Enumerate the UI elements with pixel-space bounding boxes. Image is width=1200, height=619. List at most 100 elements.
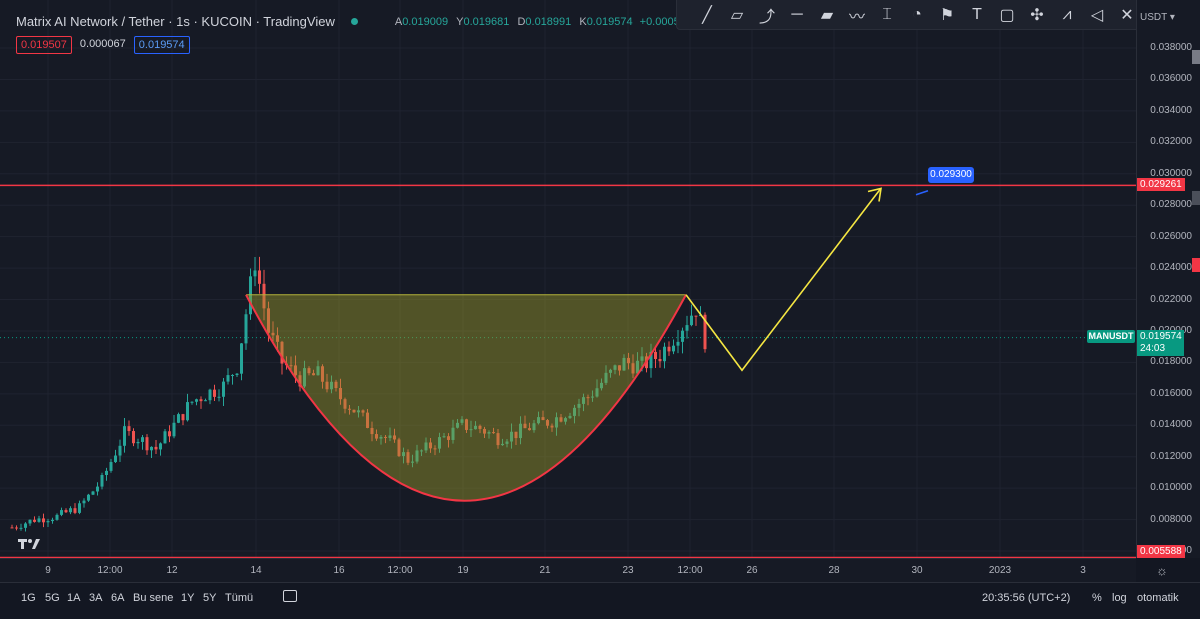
candle-body (132, 431, 135, 444)
timeframe-button[interactable]: 6A (111, 592, 125, 604)
time-tick-label: 23 (622, 565, 634, 576)
time-tick-label: 12 (166, 565, 178, 576)
price-tick-label: 0.014000 (1150, 419, 1192, 431)
candle-body (51, 519, 54, 522)
timeframe-button[interactable]: Tümü (225, 592, 254, 604)
percent-toggle[interactable]: % (1092, 592, 1102, 604)
candle-body (694, 315, 698, 317)
trendline-icon[interactable]: ╱ (702, 6, 712, 24)
timeframe-button[interactable]: 1Y (181, 592, 195, 604)
candle-body (154, 446, 158, 450)
price-tick-label: 0.030000 (1150, 167, 1192, 179)
currency-selector[interactable]: USDT ▾ (1140, 12, 1175, 23)
candle-body (42, 518, 45, 523)
tradingview-logo-icon[interactable] (18, 537, 40, 554)
frame-icon[interactable]: ▢ (999, 6, 1015, 24)
candle-body (370, 427, 374, 435)
alert-marker[interactable] (1192, 258, 1200, 272)
timeframe-button[interactable]: 5G (45, 592, 60, 604)
ask-price[interactable]: 0.019574 (133, 36, 190, 54)
candle-body (231, 375, 234, 377)
target-price-label[interactable]: 0.029300 (928, 167, 974, 183)
timeframe-button[interactable]: 1G (21, 592, 36, 604)
support-price-badge: 0.005588 (1137, 545, 1185, 558)
triangle-icon[interactable]: ◁ (1090, 6, 1104, 24)
bid-price[interactable]: 0.019507 (16, 36, 72, 54)
candle-body (510, 431, 513, 442)
polyline-icon[interactable]: 〰 (848, 8, 865, 26)
rectangle-icon[interactable]: ▱ (730, 6, 744, 24)
elliott-icon[interactable]: ⩘ (1062, 5, 1072, 23)
calendar-range-icon[interactable] (283, 590, 297, 602)
pattern-icon[interactable]: ✣ (1030, 6, 1044, 24)
time-tick-label: 9 (45, 565, 51, 576)
arc-icon[interactable]: ◔ (912, 5, 922, 23)
candle-body (627, 357, 630, 364)
timeframe-button[interactable]: 5Y (203, 592, 217, 604)
timeframe-button[interactable]: 1A (67, 592, 81, 604)
candle-body (105, 470, 108, 476)
price-scale[interactable]: 0.038000 0.036000 0.034000 0.032000 0.030000… (1136, 0, 1200, 558)
candle-body (676, 341, 680, 346)
chart-pane[interactable]: Matrix AI Network / Tether · 1s · KUCOIN… (0, 0, 1156, 558)
candle-body (163, 431, 167, 444)
candle-body (415, 450, 419, 462)
candle-body (298, 375, 302, 387)
parallel-channel-icon[interactable]: ▰ (820, 6, 834, 24)
candle-body (159, 443, 162, 450)
candle-body (141, 437, 144, 442)
candle-body (303, 368, 306, 387)
log-toggle[interactable]: log (1112, 592, 1127, 604)
candle-body (568, 415, 572, 419)
price-range-icon[interactable]: ⌶ (882, 5, 892, 23)
close-value: 0.019574 (586, 15, 633, 28)
candle-body (438, 437, 441, 449)
candle-body (294, 365, 297, 376)
scroll-indicator[interactable] (1192, 50, 1200, 64)
candle-body (339, 387, 342, 400)
candle-body (703, 314, 707, 350)
low-value: 0.018991 (525, 15, 572, 28)
flag-icon[interactable]: ⚑ (939, 6, 955, 24)
candle-body (420, 450, 423, 452)
candle-body (73, 508, 77, 513)
time-tick-label: 12:00 (387, 565, 413, 576)
currency-label[interactable]: USDT (1140, 12, 1168, 23)
price-tick-label: 0.024000 (1150, 262, 1192, 274)
clock-display[interactable]: 20:35:56 (UTC+2) (982, 592, 1071, 604)
candle-body (622, 357, 626, 371)
path-icon[interactable]: ⤴ (758, 8, 775, 26)
candle-body (186, 402, 189, 421)
current-price-value: 0.019574 (1140, 331, 1182, 342)
text-icon[interactable]: T (972, 5, 982, 23)
candle-body (46, 521, 50, 523)
timeframe-button[interactable]: 3A (89, 592, 103, 604)
price-tick-label: 0.008000 (1150, 513, 1192, 525)
horizontal-ray-icon[interactable]: ─ (791, 5, 803, 23)
close-label: K (579, 15, 587, 28)
price-tick-label: 0.036000 (1150, 73, 1192, 85)
gear-icon[interactable]: ☼ (1156, 563, 1168, 578)
candle-body (514, 431, 518, 439)
candle-body (271, 332, 275, 336)
candle-body (123, 426, 126, 446)
candle-body (87, 494, 90, 501)
time-tick-label: 12:00 (677, 565, 703, 576)
candle-body (100, 475, 104, 487)
xabcd-icon[interactable]: ✕ (1120, 6, 1134, 24)
timeframe-button[interactable]: Bu sene (133, 592, 174, 604)
scroll-indicator-2[interactable] (1192, 191, 1200, 205)
candle-body (397, 439, 401, 457)
candle-body (496, 433, 500, 446)
candle-body (357, 410, 360, 413)
candle-body (411, 461, 414, 463)
time-scale[interactable]: 9 12:00 12 14 16 12:00 19 21 23 12:00 26 28 30 2023 3 (0, 558, 1136, 582)
auto-scale-toggle[interactable]: otomatik (1137, 592, 1179, 604)
candle-body (649, 351, 653, 369)
candle-body (690, 315, 693, 326)
symbol-title[interactable]: Matrix AI Network / Tether · 1s · KUCOIN… (16, 14, 335, 29)
candle-body (406, 452, 410, 463)
open-value: 0.019009 (402, 15, 449, 28)
candle-body (19, 527, 23, 529)
candle-body (348, 408, 351, 410)
